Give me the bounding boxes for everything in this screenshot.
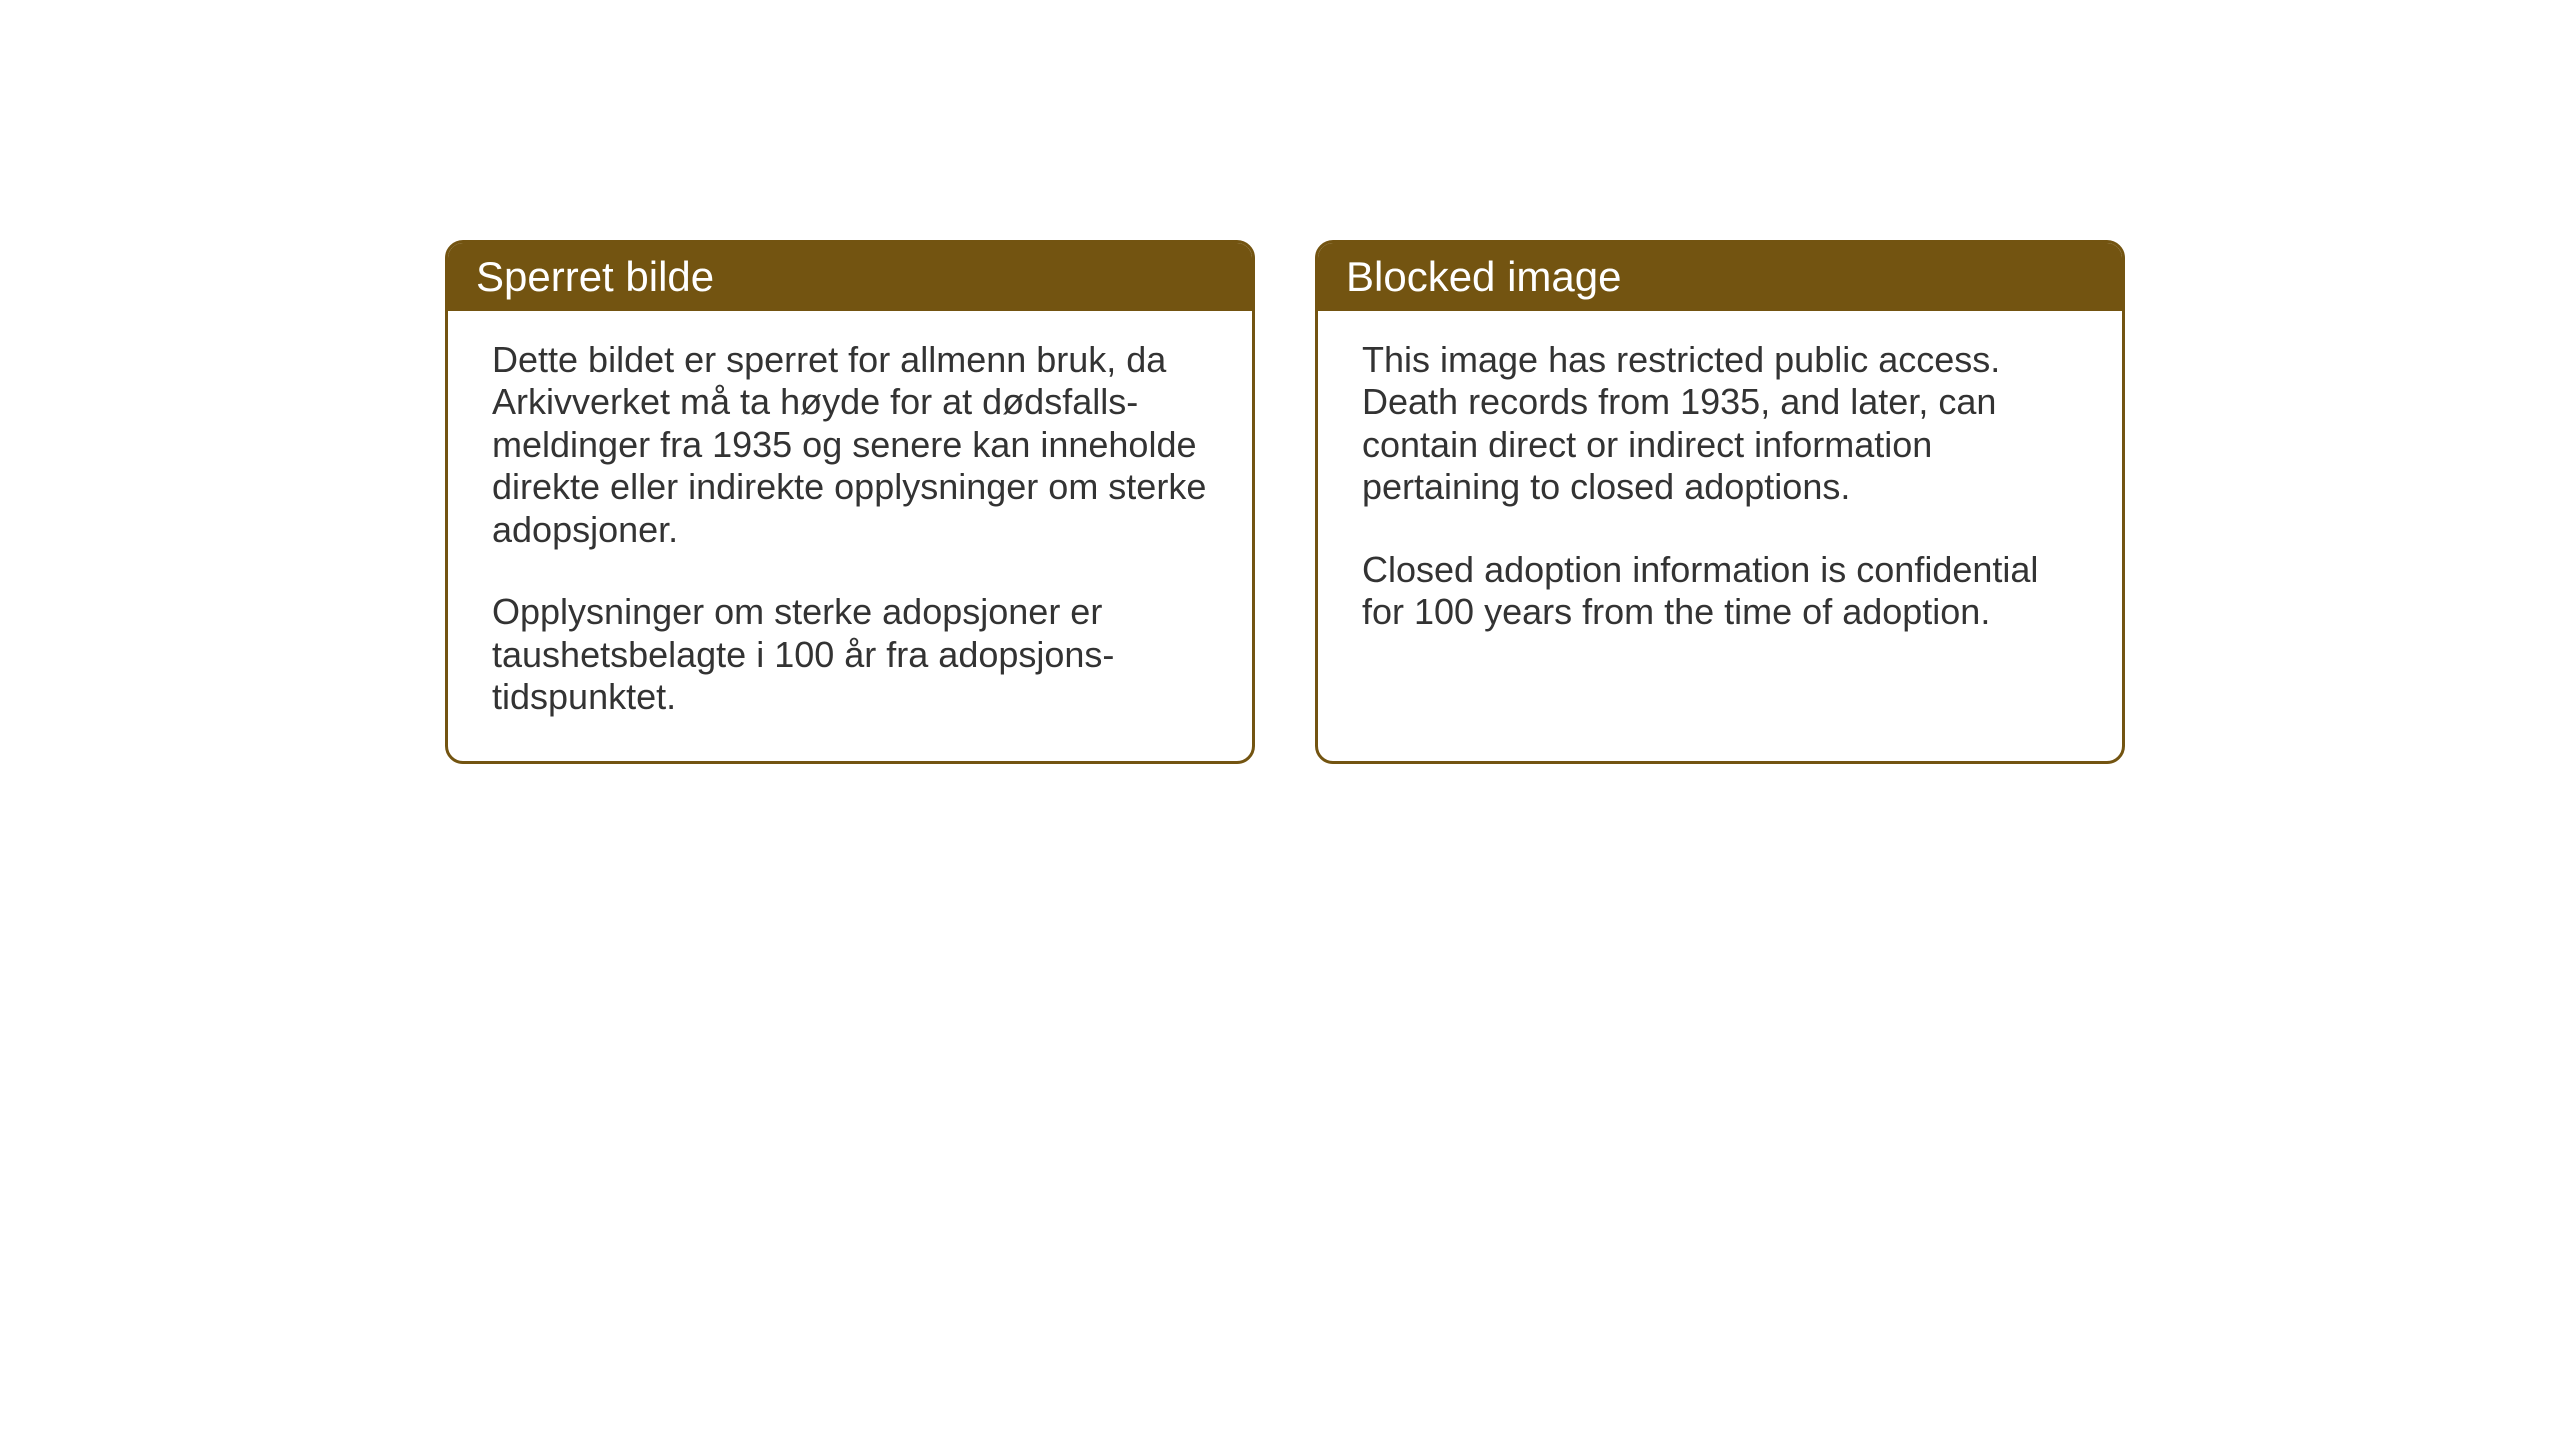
norwegian-paragraph-2: Opplysninger om sterke adopsjoner er tau… — [492, 591, 1208, 718]
english-notice-card: Blocked image This image has restricted … — [1315, 240, 2125, 764]
english-card-body: This image has restricted public access.… — [1318, 311, 2122, 676]
norwegian-card-text: Dette bildet er sperret for allmenn bruk… — [492, 339, 1208, 719]
english-card-header: Blocked image — [1318, 243, 2122, 311]
norwegian-card-header: Sperret bilde — [448, 243, 1252, 311]
english-paragraph-1: This image has restricted public access.… — [1362, 339, 2078, 509]
english-paragraph-2: Closed adoption information is confident… — [1362, 549, 2078, 634]
norwegian-paragraph-1: Dette bildet er sperret for allmenn bruk… — [492, 339, 1208, 551]
norwegian-card-body: Dette bildet er sperret for allmenn bruk… — [448, 311, 1252, 761]
notice-container: Sperret bilde Dette bildet er sperret fo… — [445, 240, 2125, 764]
norwegian-notice-card: Sperret bilde Dette bildet er sperret fo… — [445, 240, 1255, 764]
english-card-text: This image has restricted public access.… — [1362, 339, 2078, 634]
